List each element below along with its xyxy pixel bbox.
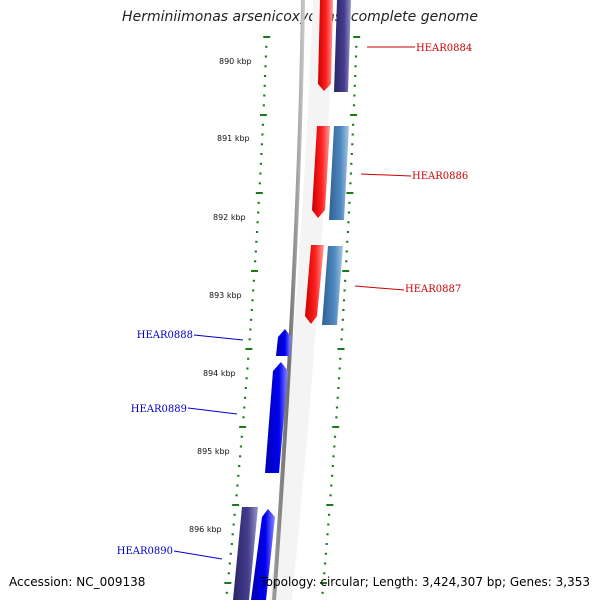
gene-arrow-hear0887-b[interactable] <box>322 246 343 325</box>
scale-label-891: 891 kbp <box>217 134 250 143</box>
gene-arrow-hear0884-a[interactable] <box>318 0 333 91</box>
gene-arrow-hear0890-dark[interactable] <box>233 507 258 600</box>
connector-hear0888 <box>193 334 244 341</box>
scale-label-893: 893 kbp <box>209 291 242 300</box>
scale-label-890: 890 kbp <box>219 57 252 66</box>
connector-hear0886 <box>360 173 412 177</box>
gene-label-hear0886[interactable]: HEAR0886 <box>412 171 468 182</box>
genome-title: Herminiimonas arsenicoxydans, complete g… <box>122 9 478 25</box>
scale-label-896: 896 kbp <box>189 525 222 534</box>
gene-arrow-hear0890[interactable] <box>251 509 275 600</box>
genome-backbone <box>272 0 305 600</box>
accession-text: Accession: NC_009138 <box>9 575 146 589</box>
connector-hear0887 <box>354 285 405 291</box>
gene-arrow-hear0889[interactable] <box>265 362 288 473</box>
gene-label-hear0884[interactable]: HEAR0884 <box>416 43 472 54</box>
gene-arrow-hear0886-b[interactable] <box>329 126 349 220</box>
gene-label-hear0890[interactable]: HEAR0890 <box>117 546 173 557</box>
scale-labels: 890 kbp 891 kbp 892 kbp 893 kbp 894 kbp … <box>189 57 252 534</box>
gene-labels: HEAR0884 HEAR0886 HEAR0887 HEAR0888 HEAR… <box>117 43 472 557</box>
forward-genes <box>305 0 351 325</box>
gene-label-hear0887[interactable]: HEAR0887 <box>405 284 461 295</box>
reverse-genes <box>233 329 291 600</box>
outer-tick-ring <box>320 36 361 594</box>
scale-label-894: 894 kbp <box>203 369 236 378</box>
inner-tick-ring <box>224 36 271 594</box>
connector-hear0889 <box>187 407 238 415</box>
gene-arrow-hear0884-b[interactable] <box>334 0 351 92</box>
scale-label-895: 895 kbp <box>197 447 230 456</box>
gene-label-hear0888[interactable]: HEAR0888 <box>137 330 193 341</box>
label-connectors <box>173 46 415 560</box>
scale-label-892: 892 kbp <box>213 213 246 222</box>
gene-arrow-hear0887-a[interactable] <box>305 245 324 324</box>
topology-text: Topology: circular; Length: 3,424,307 bp… <box>260 575 590 589</box>
gene-arrow-hear0886-a[interactable] <box>312 126 330 218</box>
connector-hear0890 <box>173 550 223 560</box>
gene-label-hear0889[interactable]: HEAR0889 <box>131 404 187 415</box>
gene-arrow-hear0888[interactable] <box>276 329 291 356</box>
